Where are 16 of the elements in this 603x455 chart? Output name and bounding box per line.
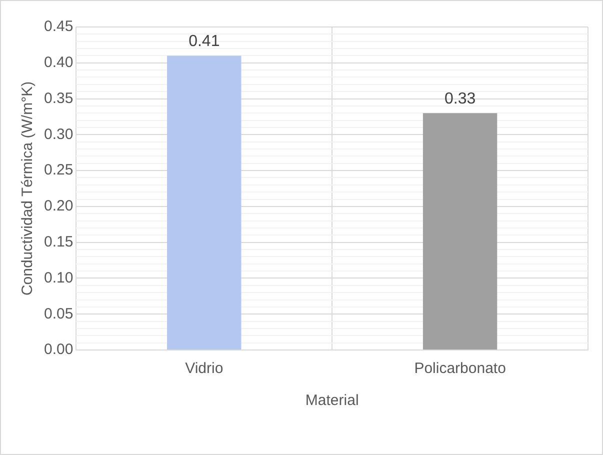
- x-axis-title: Material: [305, 392, 359, 410]
- y-tick-label: 0.25: [44, 162, 74, 179]
- y-tick-label: 0.35: [44, 90, 74, 107]
- y-tick-label: 0.05: [44, 305, 74, 322]
- x-tick-label: Vidrio: [185, 360, 224, 378]
- y-tick-label: 0.30: [44, 126, 74, 143]
- y-tick-label: 0.00: [44, 341, 74, 358]
- y-tick-label: 0.45: [44, 18, 74, 36]
- y-axis-title: Conductividad Térmica (W/m°K): [19, 81, 36, 296]
- y-tick-label: 0.15: [44, 233, 74, 250]
- y-tick-label: 0.10: [44, 269, 74, 286]
- data-label: 0.41: [188, 33, 220, 50]
- y-tick-label: 0.20: [44, 198, 74, 215]
- x-tick-label: Policarbonato: [414, 360, 506, 378]
- y-tick-label: 0.40: [44, 54, 74, 72]
- data-label: 0.33: [444, 90, 476, 108]
